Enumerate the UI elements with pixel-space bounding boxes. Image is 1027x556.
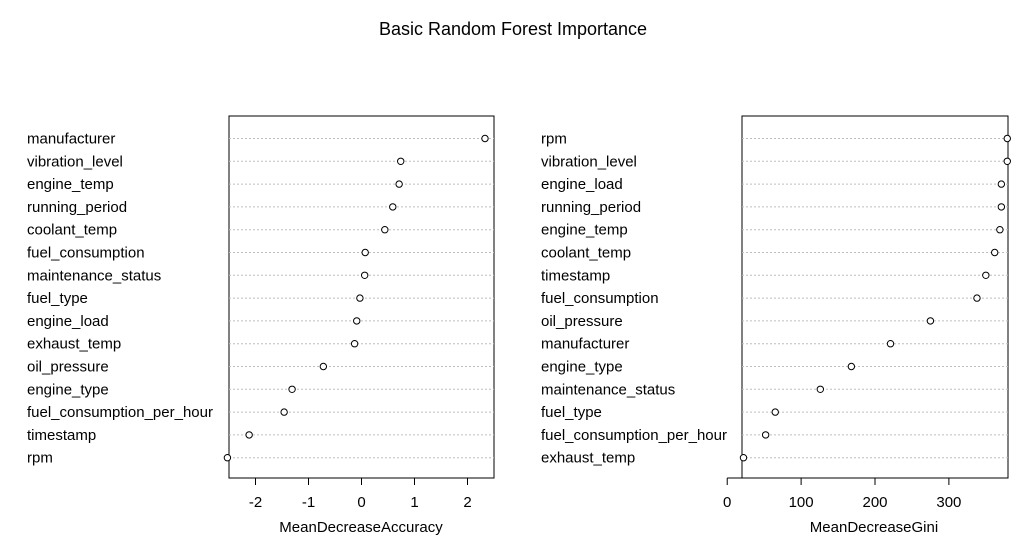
accuracy-label-timestamp: timestamp (27, 427, 96, 444)
gini-point-fuel-consumption (973, 294, 981, 302)
accuracy-point-fuel-consumption (361, 248, 369, 257)
accuracy-point-engine-load (353, 317, 361, 325)
accuracy-point-timestamp (245, 431, 253, 439)
gini-label-manufacturer: manufacturer (541, 336, 629, 353)
gini-label-oil-pressure: oil_pressure (541, 313, 623, 330)
gini-panel: rpm vibration_level engine_load running_per… (541, 115, 1011, 536)
accuracy-label-running-period: running_period (27, 199, 127, 216)
gini-point-rpm (1003, 134, 1011, 143)
accuracy-label-oil-pressure: oil_pressure (27, 359, 109, 376)
accuracy-point-engine-temp (395, 180, 403, 188)
gini-label-timestamp: timestamp (541, 267, 610, 284)
accuracy-tick-label: 2 (463, 494, 471, 511)
gini-tick-label: 200 (862, 494, 887, 511)
accuracy-label-exhaust-temp: exhaust_temp (27, 336, 121, 353)
gini-point-timestamp (982, 271, 990, 279)
gini-label-coolant-temp: coolant_temp (541, 245, 631, 262)
accuracy-label-engine-temp: engine_temp (27, 176, 114, 193)
accuracy-point-oil-pressure (319, 362, 328, 371)
accuracy-label-manufacturer: manufacturer (27, 131, 115, 148)
gini-point-oil-pressure (926, 317, 935, 325)
gini-point-engine-load (997, 180, 1006, 188)
accuracy-tick-label: 0 (357, 494, 365, 511)
accuracy-label-engine-type: engine_type (27, 381, 109, 398)
accuracy-panel: manufacturer vibration_level engine_tempru… (27, 115, 495, 536)
accuracy-label-engine-load: engine_load (27, 313, 109, 330)
gini-point-maintenance-status (816, 385, 825, 393)
gini-label-fuel-consumption: fuel_consumption (541, 290, 659, 307)
accuracy-point-running-period (389, 203, 397, 211)
accuracy-x-axis-title: MeanDecreaseAccuracy (279, 519, 443, 536)
accuracy-tick-label: -2 (249, 494, 262, 511)
accuracy-point-fuel-type (356, 294, 364, 302)
gini-point-running-period (997, 203, 1006, 211)
accuracy-tick-label: 1 (410, 494, 418, 511)
gini-tick-label: 300 (936, 494, 961, 511)
accuracy-point-maintenance-status (360, 271, 369, 279)
accuracy-label-fuel-type: fuel_type (27, 290, 88, 307)
accuracy-point-exhaust-temp (350, 340, 359, 348)
gini-label-engine-load: engine_load (541, 176, 623, 193)
gini-tick-label: 100 (789, 494, 814, 511)
gini-point-engine-type (847, 362, 856, 371)
accuracy-label-vibration-level: vibration_level (27, 153, 123, 170)
gini-x-axis-title: MeanDecreaseGini (810, 519, 938, 536)
gini-label-maintenance-status: maintenance_status (541, 381, 675, 398)
accuracy-label-maintenance-status: maintenance_status (27, 267, 161, 284)
accuracy-point-manufacturer (481, 134, 489, 143)
gini-point-exhaust-temp (739, 454, 748, 462)
gini-point-fuel-consumption-per-hour (761, 431, 770, 439)
gini-label-running-period: running_period (541, 199, 641, 216)
accuracy-label-fuel-consumption: fuel_consumption (27, 245, 145, 262)
gini-point-engine-temp (996, 226, 1004, 234)
gini-label-engine-temp: engine_temp (541, 222, 628, 239)
gini-label-rpm: rpm (541, 131, 567, 148)
gini-point-fuel-type (771, 408, 779, 416)
gini-label-vibration-level: vibration_level (541, 153, 637, 170)
accuracy-point-fuel-consumption-per-hour (280, 408, 288, 416)
accuracy-point-rpm (223, 454, 232, 462)
accuracy-point-coolant-temp (381, 226, 389, 234)
gini-plot-frame (741, 115, 1009, 479)
gini-label-exhaust-temp: exhaust_temp (541, 450, 635, 467)
gini-label-fuel-type: fuel_type (541, 404, 602, 421)
gini-label-fuel-consumption-per-hour: fuel_consumption_per_hour (541, 427, 727, 444)
accuracy-label-fuel-consumption-per-hour: fuel_consumption_per_hour (27, 404, 213, 421)
accuracy-point-vibration-level (397, 157, 405, 166)
accuracy-tick-label: -1 (302, 494, 315, 511)
gini-point-vibration-level (1003, 157, 1011, 166)
gini-point-coolant-temp (991, 248, 999, 257)
chart-title: Basic Random Forest Importance (379, 19, 647, 39)
accuracy-label-rpm: rpm (27, 450, 53, 467)
accuracy-point-engine-type (288, 385, 296, 393)
gini-point-manufacturer (886, 340, 895, 348)
gini-tick-label: 0 (723, 494, 731, 511)
gini-label-engine-type: engine_type (541, 359, 623, 376)
accuracy-label-coolant-temp: coolant_temp (27, 222, 117, 239)
